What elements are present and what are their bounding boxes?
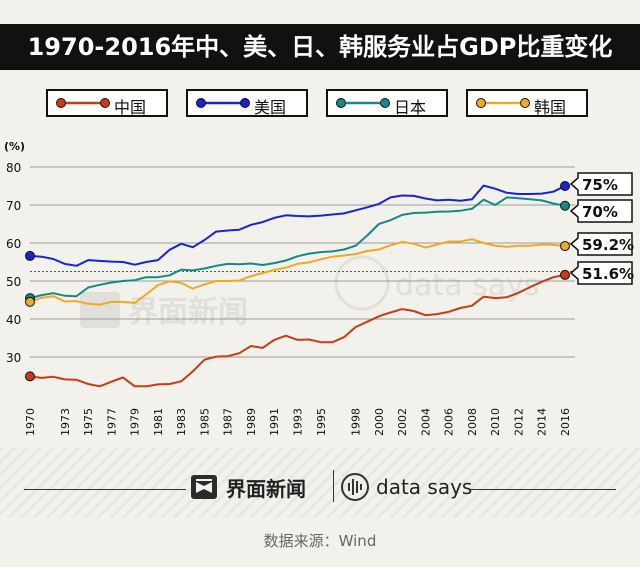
watermark: 界面新闻 data says: [80, 255, 540, 330]
series-line-3: [29, 238, 566, 306]
legend-label: 美国: [254, 98, 287, 117]
end-label-value: 70%: [582, 203, 618, 221]
footer-separator: [333, 470, 334, 502]
chart-title: 1970-2016年中、美、日、韩服务业占GDP比重变化: [0, 24, 640, 70]
x-tick-label: 2008: [466, 408, 479, 436]
legend-item-japan: 日本: [326, 89, 448, 117]
brand-data-says: data says: [340, 473, 472, 501]
x-tick-label: 1977: [105, 408, 118, 436]
brand-jiemian: 界面新闻: [190, 473, 306, 501]
legend-item-usa: 美国: [186, 89, 308, 117]
footer-stripes: [0, 448, 640, 518]
legend-label: 中国: [114, 98, 147, 117]
legend-dot: [380, 98, 390, 108]
data-says-logo-icon: [341, 473, 369, 501]
legend-label: 日本: [394, 98, 427, 117]
y-tick-label: 60: [6, 237, 21, 251]
y-axis-label: (%): [4, 140, 25, 153]
legend-label: 韩国: [534, 98, 567, 117]
series-line-1: [29, 184, 566, 267]
end-label-value: 51.6%: [582, 265, 634, 283]
end-label-box: [569, 172, 633, 196]
x-tick-label: 1975: [82, 408, 95, 436]
legend-dot: [196, 98, 206, 108]
brand-jiemian-text: 界面新闻: [226, 476, 306, 501]
x-tick-label: 1993: [292, 408, 305, 436]
end-label-box: [569, 232, 633, 256]
jiemian-logo-icon: [191, 475, 217, 499]
y-tick-label: 50: [6, 275, 21, 289]
brand-data-says-text: data says: [376, 475, 473, 499]
series-line-0: [29, 273, 566, 388]
x-tick-label: 1981: [152, 408, 165, 436]
x-tick-label: 2004: [419, 408, 432, 436]
y-tick-label: 30: [6, 351, 21, 365]
x-tick-label: 1973: [59, 408, 72, 436]
legend-item-korea: 韩国: [466, 89, 588, 117]
end-label-value: 59.2%: [582, 236, 634, 254]
legend-dot: [336, 98, 346, 108]
y-tick-label: 40: [6, 313, 21, 327]
watermark-logo-icon: [80, 292, 120, 328]
watermark-brand-cn: 界面新闻: [128, 295, 248, 330]
watermark-brand-en: data says: [395, 268, 540, 303]
x-tick-label: 2006: [443, 408, 456, 436]
data-source: 数据来源：Wind: [263, 532, 377, 550]
x-tick-label: 1985: [198, 408, 211, 436]
x-tick-label: 2002: [396, 408, 409, 436]
series-start-dot: [25, 250, 35, 261]
x-tick-label: 1987: [222, 408, 235, 436]
x-tick-label: 2000: [373, 408, 386, 436]
y-tick-label: 80: [6, 161, 21, 175]
x-tick-label: 2014: [536, 408, 549, 436]
x-tick-label: 2012: [512, 408, 525, 436]
series-end-dot: [560, 200, 570, 211]
y-tick-label: 70: [6, 199, 21, 213]
x-tick-label: 1979: [129, 408, 142, 436]
end-label-value: 75%: [582, 176, 618, 194]
series-end-dot: [560, 181, 570, 191]
legend-dot: [476, 98, 486, 108]
x-tick-label: 2010: [489, 408, 502, 436]
series-start-dot: [25, 371, 35, 382]
legend-dot: [240, 98, 250, 108]
series-end-dot: [560, 241, 570, 252]
x-tick-label: 1998: [350, 408, 363, 436]
end-label-box: [569, 261, 633, 285]
x-tick-label: 1970: [24, 408, 37, 436]
series-start-dot: [25, 296, 35, 307]
series-end-dot: [560, 269, 570, 280]
x-tick-label: 1995: [315, 408, 328, 436]
x-tick-label: 1983: [175, 408, 188, 436]
x-tick-label: 2016: [559, 408, 572, 436]
footer-rule-right: [470, 489, 616, 490]
legend-dot: [520, 98, 530, 108]
end-label-box: [569, 199, 633, 223]
series-line-2: [29, 196, 566, 300]
footer-rule-left: [24, 489, 186, 490]
x-tick-label: 1991: [268, 408, 281, 436]
legend-dot: [100, 98, 110, 108]
legend-dot: [56, 98, 66, 108]
legend-item-china: 中国: [46, 89, 168, 117]
x-tick-label: 1989: [245, 408, 258, 436]
watermark-data-says-icon: [334, 255, 390, 311]
